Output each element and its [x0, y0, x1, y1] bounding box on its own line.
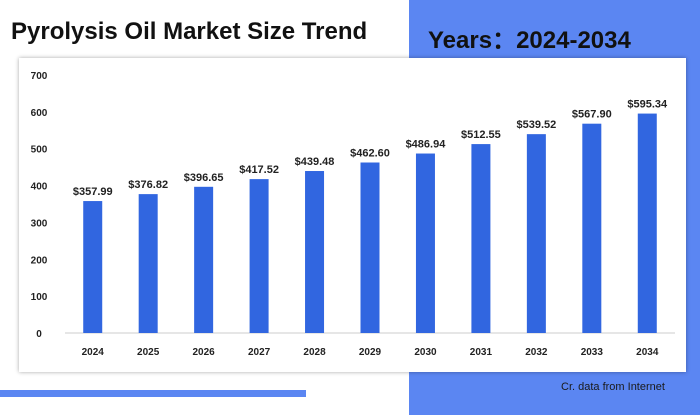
data-label: $595.34 [627, 99, 668, 111]
x-tick-label: 2025 [137, 347, 160, 358]
y-tick-label: 300 [31, 218, 48, 229]
x-tick-label: 2024 [82, 347, 105, 358]
bar-chart: 0 100 200 300 400 500 600 700 $357.99 2024 $376.82… [31, 71, 675, 358]
bar [471, 144, 491, 333]
data-label: $357.99 [73, 186, 113, 198]
y-tick-label: 400 [31, 182, 48, 193]
y-tick-label: 700 [31, 71, 48, 82]
bar [637, 113, 657, 334]
bar [305, 171, 325, 333]
data-label: $512.55 [461, 129, 501, 141]
data-label: $486.94 [406, 139, 447, 151]
x-tick-label: 2027 [248, 347, 271, 358]
chart-container: 0 100 200 300 400 500 600 700 $357.99 2024 $376.82… [19, 58, 686, 372]
y-tick-label: 600 [31, 108, 48, 119]
data-label: $567.90 [572, 109, 612, 121]
y-tick-label: 0 [36, 329, 42, 340]
x-tick-label: 2032 [525, 347, 548, 358]
data-label: $539.52 [516, 119, 556, 131]
x-tick-label: 2031 [470, 347, 493, 358]
bar [360, 162, 380, 333]
x-tick-label: 2033 [581, 347, 604, 358]
bar [83, 201, 103, 333]
bar [415, 153, 435, 333]
y-tick-label: 200 [31, 255, 48, 266]
data-label: $439.48 [295, 156, 335, 168]
bar [138, 194, 158, 333]
bar [582, 123, 602, 333]
bar [249, 179, 269, 333]
bar [194, 186, 214, 333]
x-tick-label: 2030 [414, 347, 437, 358]
x-tick-label: 2028 [303, 347, 326, 358]
x-tick-label: 2026 [193, 347, 216, 358]
y-tick-label: 500 [31, 145, 48, 156]
x-tick-label: 2034 [636, 347, 659, 358]
data-label: $376.82 [128, 179, 168, 191]
decorative-bar [0, 390, 306, 397]
years-label: Years：2024-2034 [428, 27, 631, 54]
data-label: $462.60 [350, 147, 390, 159]
credit-text: Cr. data from Internet [561, 381, 665, 393]
data-label: $396.65 [184, 172, 224, 184]
y-tick-label: 100 [31, 292, 48, 303]
chart-title: Pyrolysis Oil Market Size Trend [11, 18, 368, 45]
data-label: $417.52 [239, 164, 279, 176]
x-tick-label: 2029 [359, 347, 382, 358]
bar [526, 134, 546, 333]
